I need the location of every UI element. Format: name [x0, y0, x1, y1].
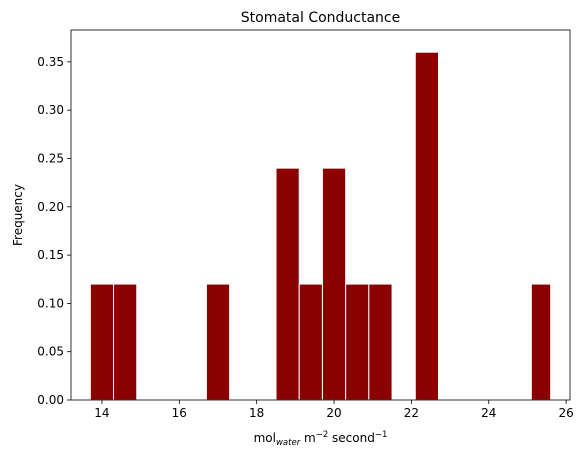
- y-tick-label: 0.15: [37, 248, 64, 262]
- x-tick-label: 26: [558, 406, 573, 420]
- y-tick-label: 0.25: [37, 151, 64, 165]
- x-tick-label: 16: [172, 406, 187, 420]
- x-axis-label-sup: −1: [375, 430, 388, 440]
- x-axis-label-sub: water: [276, 438, 301, 448]
- bars-group: [89, 51, 552, 401]
- x-tick-label: 22: [404, 406, 419, 420]
- y-tick-label: 0.05: [37, 345, 64, 359]
- y-axis: 0.00 0.05 0.10 0.15 0.20 0.25 0.30 0.35: [37, 55, 71, 407]
- x-axis-label-base: mol: [254, 431, 276, 445]
- x-axis-label-part: m: [300, 431, 316, 445]
- plot-frame: [70, 29, 571, 401]
- histogram-bar: [275, 167, 300, 401]
- histogram-bar: [113, 283, 138, 401]
- histogram-bar: [368, 283, 393, 401]
- histogram-bar: [89, 283, 115, 401]
- histogram-bar: [205, 283, 231, 401]
- x-tick-label: 24: [481, 406, 496, 420]
- x-tick-label: 18: [249, 406, 264, 420]
- y-tick-label: 0.30: [37, 103, 64, 117]
- histogram-bar: [321, 167, 347, 401]
- y-tick-label: 0.20: [37, 200, 64, 214]
- histogram-bar: [530, 283, 552, 401]
- y-tick-label: 0.10: [37, 296, 64, 310]
- x-tick-label: 14: [94, 406, 109, 420]
- histogram-bar: [298, 283, 323, 401]
- y-axis-label: Frequency: [11, 184, 25, 246]
- x-axis-label-sup: −2: [316, 430, 329, 440]
- chart-title: Stomatal Conductance: [241, 10, 401, 26]
- x-tick-label: 20: [326, 406, 341, 420]
- x-axis-label: molwater m−2 second−1: [254, 430, 388, 448]
- y-tick-label: 0.00: [37, 393, 64, 407]
- x-axis-label-part: second: [328, 431, 375, 445]
- y-tick-label: 0.35: [37, 55, 64, 69]
- x-axis: 14 16 18 20 22 24 26: [94, 400, 574, 420]
- histogram-bar: [414, 51, 439, 401]
- histogram-bar: [345, 283, 370, 401]
